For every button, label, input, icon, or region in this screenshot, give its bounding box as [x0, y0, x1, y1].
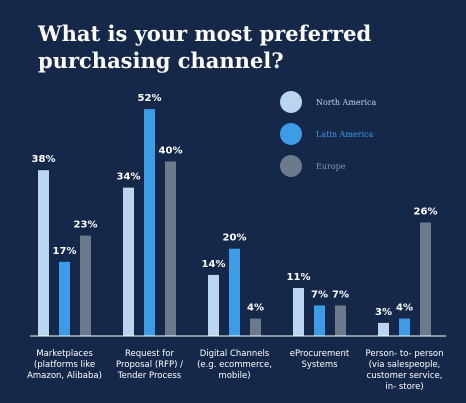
bar — [229, 248, 240, 336]
category-tick-label: Marketplaces (platforms like Amazon, Aliba… — [27, 349, 102, 381]
bar — [165, 161, 176, 336]
legend-label: Europe — [316, 161, 346, 171]
legend-swatch — [280, 123, 302, 145]
bar — [38, 170, 49, 336]
data-label: 23% — [74, 220, 98, 231]
data-label: 4% — [247, 303, 264, 314]
bar — [80, 235, 91, 336]
legend: North America Latin America Europe — [280, 86, 460, 182]
bar — [378, 322, 389, 336]
category-tick-label: Person- to- person (via salespeople, custo… — [366, 349, 444, 392]
data-label: 3% — [375, 307, 392, 318]
data-label: 38% — [32, 154, 56, 165]
chart-title: What is your most preferred purchasing c… — [38, 21, 372, 73]
data-label: 11% — [287, 272, 311, 283]
data-label: 7% — [332, 289, 349, 300]
legend-swatch — [280, 91, 302, 113]
bar — [420, 222, 431, 336]
data-label: 26% — [414, 207, 438, 218]
data-label: 20% — [223, 233, 247, 244]
data-label: 7% — [311, 289, 328, 300]
legend-item: North America — [280, 86, 460, 118]
bar — [123, 187, 134, 336]
bar — [399, 318, 410, 336]
bar — [59, 261, 70, 336]
data-label: 40% — [159, 145, 183, 156]
category-tick-label: Digital Channels (e.g. ecommerce, mobile) — [197, 349, 272, 381]
bar — [208, 274, 219, 336]
bar — [314, 305, 325, 336]
legend-swatch — [280, 155, 302, 177]
legend-item: Europe — [280, 150, 460, 182]
bar — [144, 109, 155, 336]
data-label: 4% — [396, 303, 413, 314]
data-label: 34% — [117, 172, 141, 183]
legend-label: Latin America — [316, 129, 374, 139]
data-label: 52% — [138, 93, 162, 104]
bar — [250, 318, 261, 336]
data-label: 17% — [53, 246, 77, 257]
category-tick-label: Request for Proposal (RFP) / Tender Proces… — [116, 349, 183, 381]
data-label: 14% — [202, 259, 226, 270]
bar — [335, 305, 346, 336]
legend-label: North America — [316, 97, 377, 107]
legend-item: Latin America — [280, 118, 460, 150]
category-tick-label: eProcurement Systems — [290, 349, 350, 370]
bar — [293, 288, 304, 336]
